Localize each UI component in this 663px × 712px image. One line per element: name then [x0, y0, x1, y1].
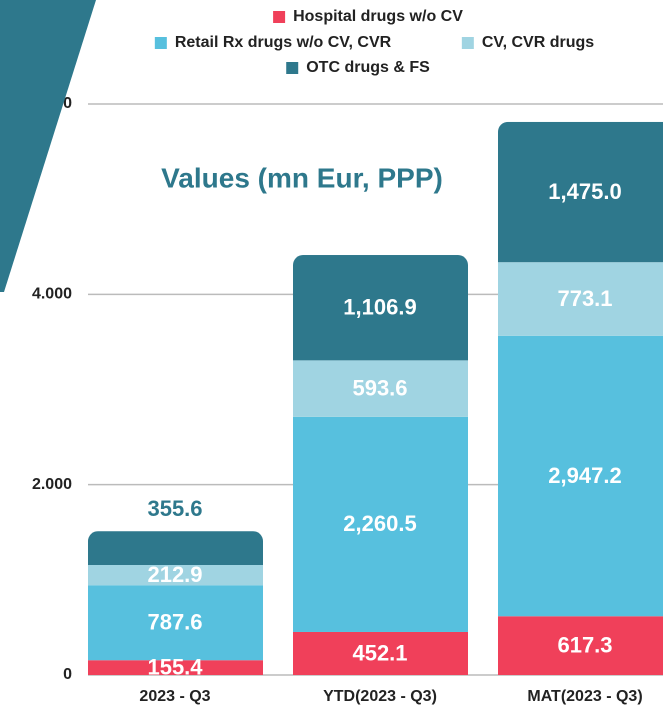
y-tick-label: 2.000 — [32, 476, 72, 493]
bar-group — [293, 255, 468, 675]
legend-label: CV, CVR drugs — [482, 34, 594, 51]
x-tick-label: YTD(2023 - Q3) — [323, 688, 437, 705]
legend-swatch — [286, 62, 299, 74]
data-label: 1,106.9 — [343, 295, 416, 320]
data-label: 452.1 — [352, 640, 407, 665]
bar-segment — [498, 335, 663, 617]
legend-label: OTC drugs & FS — [306, 59, 430, 76]
bar-segment — [88, 531, 263, 565]
decor-shape — [0, 0, 96, 292]
legend-swatch — [273, 11, 286, 23]
legend-swatch — [154, 37, 167, 49]
bar-segment — [498, 616, 663, 675]
data-label: 593.6 — [352, 375, 407, 400]
legend-swatch — [461, 37, 474, 49]
x-tick-label: 2023 - Q3 — [139, 688, 210, 705]
bar-segment — [293, 255, 468, 361]
data-label: 355.6 — [147, 496, 202, 521]
bar-segment — [293, 360, 468, 417]
data-label: 787.6 — [147, 610, 202, 635]
bar-segment — [293, 631, 468, 675]
data-label: 212.9 — [147, 562, 202, 587]
bar-segment — [88, 660, 263, 675]
bar-group — [88, 531, 263, 675]
bar-segment — [88, 585, 263, 661]
data-label: 155.4 — [147, 654, 203, 679]
chart-title: Values (mn Eur, PPP) — [161, 162, 443, 193]
x-tick-label: MAT(2023 - Q3) — [527, 688, 642, 705]
y-tick-label: 0 — [63, 666, 72, 683]
bar-segment — [498, 121, 663, 263]
bar-segment — [498, 262, 663, 336]
data-label: 617.3 — [557, 632, 612, 657]
data-label: 1,475.0 — [548, 179, 621, 204]
bar-group — [498, 121, 663, 675]
data-label: 2,947.2 — [548, 463, 621, 488]
data-label: 773.1 — [557, 286, 612, 311]
data-label: 2,260.5 — [343, 511, 416, 536]
legend-label: Hospital drugs w/o CV — [293, 8, 463, 25]
legend-label: Retail Rx drugs w/o CV, CVR — [175, 34, 392, 51]
bar-segment — [88, 564, 263, 586]
y-tick-label: 4.000 — [32, 286, 72, 303]
bar-segment — [293, 416, 468, 632]
